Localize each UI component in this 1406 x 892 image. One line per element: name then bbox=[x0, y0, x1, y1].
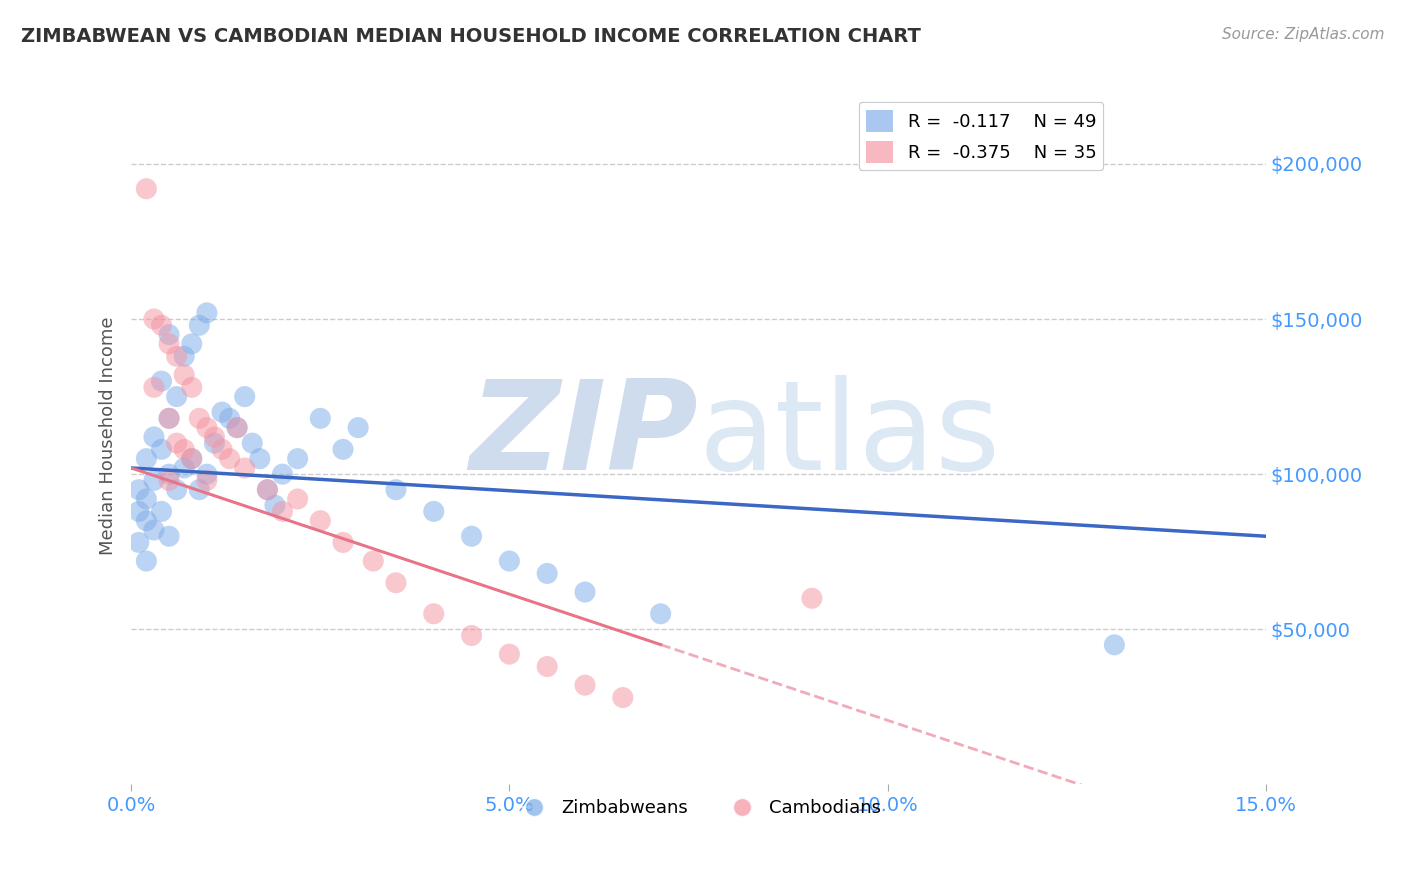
Point bbox=[195, 474, 218, 488]
Point bbox=[142, 474, 165, 488]
Point bbox=[211, 442, 233, 457]
Point bbox=[157, 529, 180, 543]
Point bbox=[142, 380, 165, 394]
Point bbox=[157, 337, 180, 351]
Point bbox=[287, 491, 309, 506]
Text: Source: ZipAtlas.com: Source: ZipAtlas.com bbox=[1222, 27, 1385, 42]
Point bbox=[498, 554, 520, 568]
Point bbox=[800, 591, 823, 606]
Point bbox=[195, 467, 218, 482]
Point bbox=[150, 442, 173, 457]
Point bbox=[150, 318, 173, 333]
Point bbox=[256, 483, 278, 497]
Point bbox=[135, 554, 157, 568]
Point bbox=[157, 474, 180, 488]
Point bbox=[309, 411, 332, 425]
Y-axis label: Median Household Income: Median Household Income bbox=[100, 316, 117, 555]
Point bbox=[1104, 638, 1126, 652]
Point bbox=[385, 483, 408, 497]
Point bbox=[180, 451, 202, 466]
Point bbox=[128, 535, 150, 549]
Point bbox=[166, 390, 188, 404]
Text: ZIMBABWEAN VS CAMBODIAN MEDIAN HOUSEHOLD INCOME CORRELATION CHART: ZIMBABWEAN VS CAMBODIAN MEDIAN HOUSEHOLD… bbox=[21, 27, 921, 45]
Point bbox=[226, 420, 249, 434]
Point bbox=[218, 451, 240, 466]
Point bbox=[211, 405, 233, 419]
Legend: Zimbabweans, Cambodians: Zimbabweans, Cambodians bbox=[509, 792, 889, 824]
Point bbox=[347, 420, 370, 434]
Point bbox=[256, 483, 278, 497]
Point bbox=[264, 498, 287, 512]
Point bbox=[361, 554, 384, 568]
Point bbox=[188, 483, 211, 497]
Point bbox=[460, 628, 482, 642]
Point bbox=[423, 504, 446, 518]
Point bbox=[195, 306, 218, 320]
Point bbox=[157, 327, 180, 342]
Point bbox=[166, 349, 188, 363]
Point bbox=[180, 337, 202, 351]
Point bbox=[142, 523, 165, 537]
Point bbox=[287, 451, 309, 466]
Point bbox=[240, 436, 263, 450]
Point bbox=[574, 585, 596, 599]
Point bbox=[188, 411, 211, 425]
Point bbox=[135, 182, 157, 196]
Point bbox=[332, 442, 354, 457]
Point bbox=[271, 504, 294, 518]
Point bbox=[150, 504, 173, 518]
Point bbox=[188, 318, 211, 333]
Point bbox=[204, 436, 226, 450]
Point bbox=[157, 467, 180, 482]
Point bbox=[650, 607, 672, 621]
Point bbox=[142, 430, 165, 444]
Point bbox=[135, 491, 157, 506]
Point bbox=[332, 535, 354, 549]
Text: ZIP: ZIP bbox=[470, 375, 699, 496]
Point bbox=[271, 467, 294, 482]
Point bbox=[142, 312, 165, 326]
Point bbox=[460, 529, 482, 543]
Point bbox=[180, 451, 202, 466]
Point bbox=[128, 483, 150, 497]
Point bbox=[173, 349, 195, 363]
Point bbox=[180, 380, 202, 394]
Point bbox=[157, 411, 180, 425]
Point bbox=[173, 442, 195, 457]
Point bbox=[423, 607, 446, 621]
Point bbox=[166, 483, 188, 497]
Text: atlas: atlas bbox=[699, 375, 1001, 496]
Point bbox=[574, 678, 596, 692]
Point bbox=[233, 390, 256, 404]
Point bbox=[536, 566, 558, 581]
Point bbox=[195, 420, 218, 434]
Point bbox=[612, 690, 634, 705]
Point bbox=[218, 411, 240, 425]
Point bbox=[135, 451, 157, 466]
Point bbox=[157, 411, 180, 425]
Point bbox=[309, 514, 332, 528]
Point bbox=[166, 436, 188, 450]
Point bbox=[233, 461, 256, 475]
Point bbox=[204, 430, 226, 444]
Point bbox=[173, 368, 195, 382]
Point bbox=[128, 504, 150, 518]
Point bbox=[498, 647, 520, 661]
Point bbox=[150, 374, 173, 388]
Point bbox=[226, 420, 249, 434]
Point bbox=[173, 461, 195, 475]
Point bbox=[385, 575, 408, 590]
Point bbox=[536, 659, 558, 673]
Point bbox=[249, 451, 271, 466]
Point bbox=[135, 514, 157, 528]
